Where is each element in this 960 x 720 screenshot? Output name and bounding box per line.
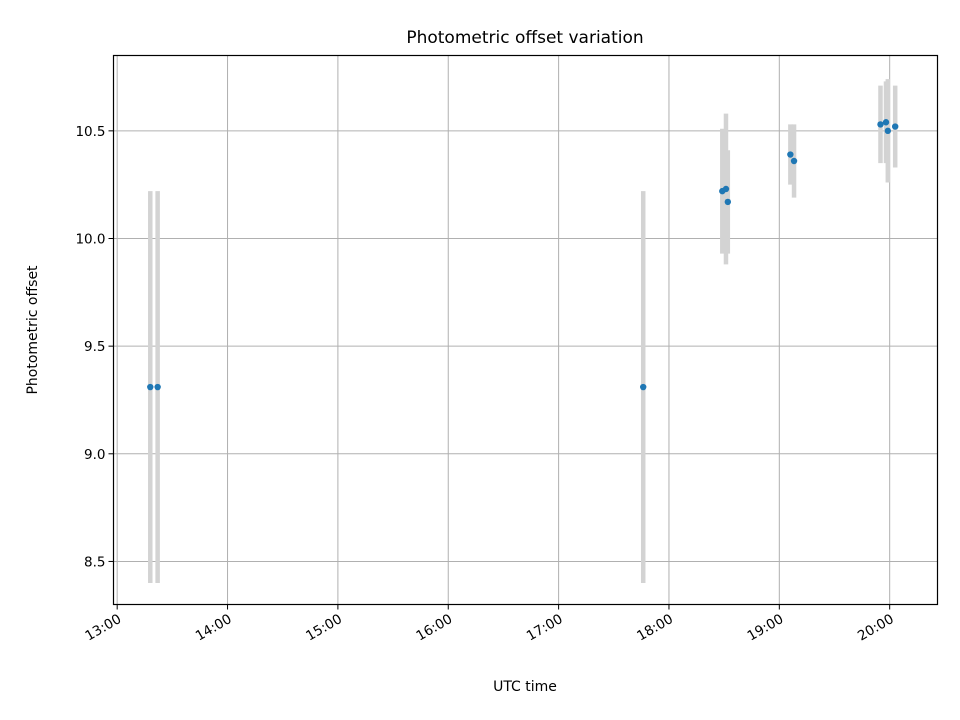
data-point bbox=[787, 151, 794, 158]
data-point bbox=[790, 157, 798, 165]
y-tick-label: 8.5 bbox=[84, 554, 105, 570]
data-point bbox=[154, 383, 161, 391]
data-point bbox=[877, 121, 884, 128]
y-tick-label: 9.0 bbox=[84, 447, 105, 463]
data-points bbox=[147, 119, 899, 391]
data-point bbox=[640, 383, 647, 391]
y-tick-label: 10.5 bbox=[75, 124, 105, 140]
y-axis-label: Photometric offset bbox=[25, 265, 41, 395]
data-point bbox=[891, 123, 899, 130]
grid bbox=[113, 55, 938, 605]
y-axis: 8.5 9.0 9.5 10.0 10.5 bbox=[75, 124, 114, 570]
chart-title: Photometric offset variation bbox=[406, 28, 643, 48]
y-tick-label: 9.5 bbox=[84, 339, 105, 355]
x-axis-label: UTC time bbox=[493, 679, 557, 695]
plot-frame bbox=[112, 54, 939, 606]
data-point bbox=[147, 383, 154, 391]
data-point bbox=[884, 127, 892, 135]
data-point bbox=[722, 185, 730, 193]
data-point bbox=[882, 119, 890, 126]
y-tick-label: 10.0 bbox=[75, 232, 105, 248]
data-point bbox=[724, 198, 732, 206]
